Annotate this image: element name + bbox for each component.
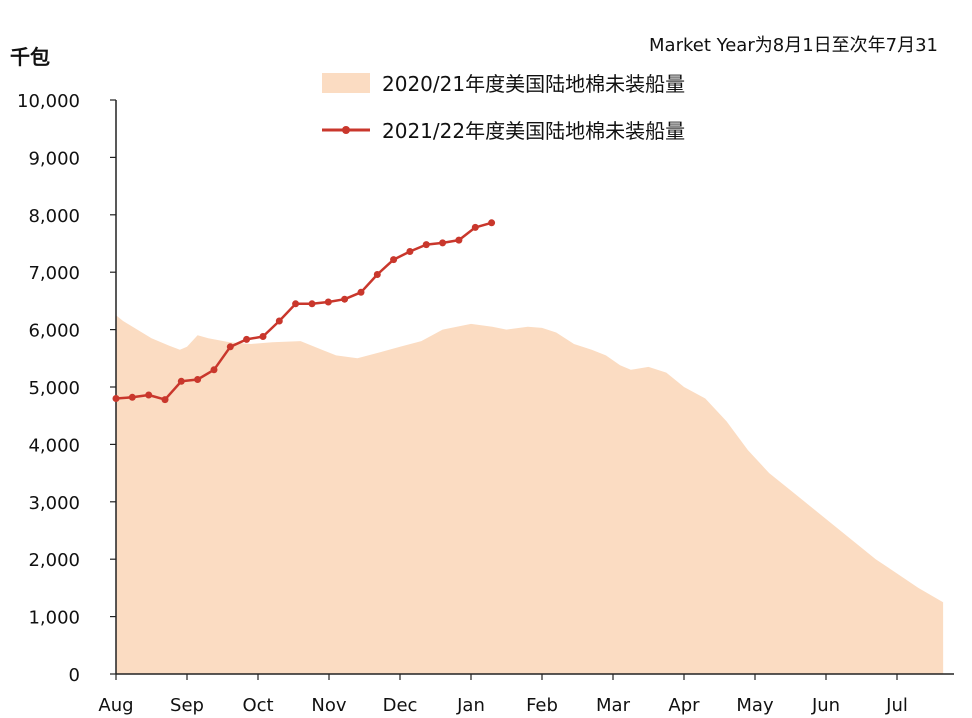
line-point [373,271,381,278]
x-tick-label: Jun [811,695,840,716]
line-point [308,300,316,308]
area-series-2020-21 [116,315,944,674]
line-point [455,236,463,244]
line-point [471,223,479,231]
line-layer [112,219,496,404]
x-tick-label: May [736,695,774,716]
x-tick-label: Apr [668,695,700,716]
line-point [259,333,267,340]
line-point [324,298,332,306]
legend-swatch-marker [342,126,350,134]
line-point [275,317,283,325]
line-point [210,366,218,374]
x-tick-label: Aug [98,695,133,716]
line-point [357,288,365,296]
x-tick-label: Jan [456,695,485,716]
line-point [406,248,414,255]
line-point [112,395,120,402]
y-tick-label: 8,000 [28,206,80,227]
legend-swatch-area [322,73,370,93]
line-point [226,343,234,351]
y-tick-label: 6,000 [28,321,80,342]
line-point [243,335,251,343]
x-tick-label: Jul [885,695,908,716]
y-tick-label: 1,000 [28,608,80,629]
y-tick-label: 3,000 [28,493,80,514]
y-tick-label: 0 [69,665,80,686]
tick-labels: 0 1,000 2,000 3,000 4,000 5,000 6,000 7,000 8,00… [17,91,908,716]
legend-label-area: 2020/21年度美国陆地棉未装船量 [382,72,685,96]
y-unit-label: 千包 [10,45,50,69]
x-tick-label: Mar [596,695,631,716]
line-point [488,219,496,227]
line-point [292,300,300,308]
y-tick-label: 7,000 [28,263,80,284]
y-tick-label: 5,000 [28,378,80,399]
line-point [390,256,398,264]
x-tick-label: Oct [242,695,273,716]
line-point [161,396,169,404]
x-tick-label: Nov [311,695,346,716]
line-point [194,376,202,383]
x-tick-label: Sep [170,695,204,716]
area-layer [116,315,944,674]
x-tick-label: Feb [526,695,558,716]
line-point [145,391,153,399]
y-tick-label: 4,000 [28,435,80,456]
line-point [439,239,447,247]
line-point [422,241,430,249]
line-point [128,393,136,401]
line-point [341,295,349,303]
line-point [177,377,185,385]
legend: 2020/21年度美国陆地棉未装船量 2021/22年度美国陆地棉未装船量 [322,72,685,143]
x-tick-label: Dec [383,695,418,716]
y-tick-label: 2,000 [28,550,80,571]
y-tick-label: 9,000 [28,148,80,169]
y-tick-label: 10,000 [17,91,80,112]
axes [110,99,954,680]
legend-label-line: 2021/22年度美国陆地棉未装船量 [382,119,685,143]
market-year-note: Market Year为8月1日至次年7月31 [649,35,938,56]
